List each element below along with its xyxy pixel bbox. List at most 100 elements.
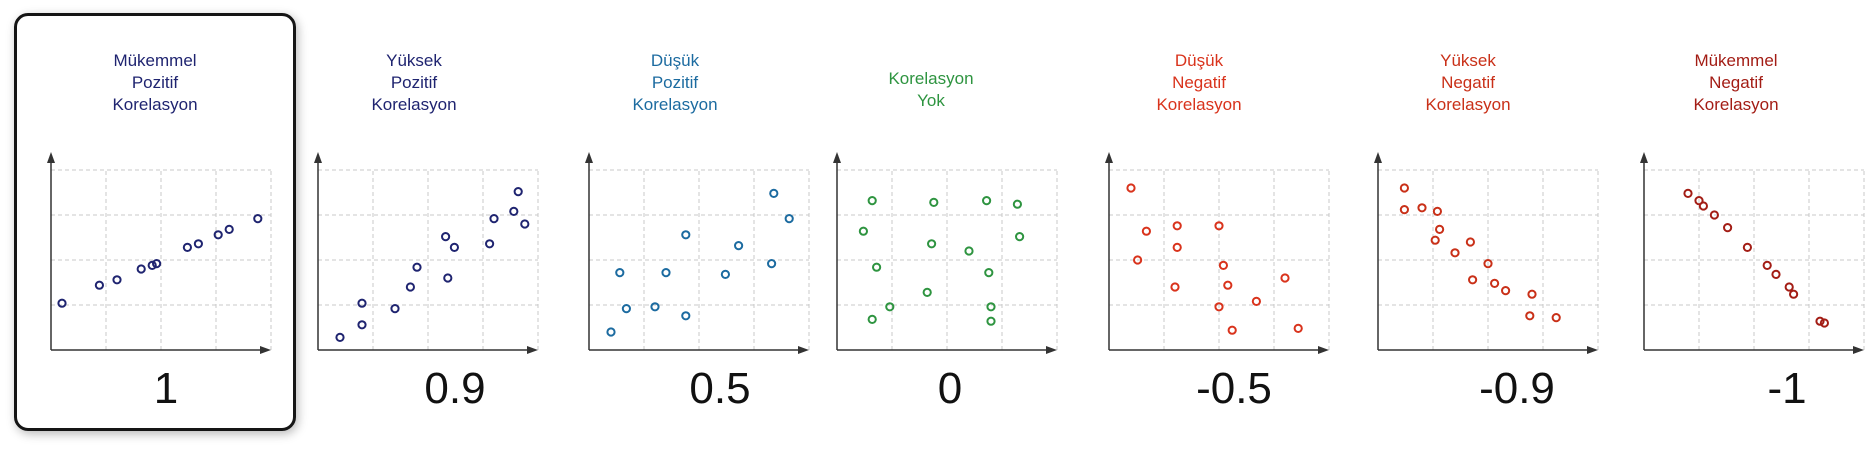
data-point bbox=[1432, 206, 1443, 217]
y-axis-arrow bbox=[1374, 152, 1382, 163]
data-point bbox=[681, 230, 691, 240]
data-point bbox=[335, 332, 345, 342]
plot-grid bbox=[51, 169, 272, 350]
data-point bbox=[182, 242, 192, 253]
correlation-value: 0.9 bbox=[424, 364, 486, 413]
panel-title-line: Korelasyon bbox=[1156, 95, 1242, 114]
panel-title-line: Yüksek bbox=[1440, 51, 1496, 70]
panel-title-line: Negatif bbox=[1172, 73, 1226, 92]
data-point bbox=[213, 230, 223, 240]
data-point bbox=[858, 226, 869, 236]
data-point bbox=[485, 239, 495, 249]
data-point bbox=[615, 268, 625, 278]
data-point bbox=[1399, 205, 1410, 215]
correlation-panel[interactable]: Mükemmel Pozitif Korelasyon 1 bbox=[14, 0, 296, 476]
panel-title: Yüksek Negatif Korelasyon bbox=[1337, 50, 1599, 116]
panel-title: Mükemmel Pozitif Korelasyon bbox=[14, 50, 296, 116]
data-point bbox=[1293, 323, 1303, 333]
data-point bbox=[1694, 196, 1704, 206]
panel-title-line: Negatif bbox=[1441, 73, 1495, 92]
data-point bbox=[767, 259, 777, 269]
y-axis-arrow bbox=[1105, 152, 1113, 163]
data-point bbox=[1789, 289, 1799, 299]
correlation-value: 0 bbox=[937, 364, 963, 413]
data-point bbox=[867, 196, 877, 206]
data-point bbox=[1012, 199, 1022, 209]
correlation-panel[interactable]: Mükemmel Negatif Korelasyon -1 bbox=[1605, 0, 1867, 476]
correlation-value: -1 bbox=[1767, 364, 1807, 413]
panel-title-line: Korelasyon bbox=[632, 95, 718, 114]
data-point bbox=[1227, 325, 1237, 335]
data-point bbox=[984, 268, 994, 278]
data-point bbox=[1483, 259, 1493, 269]
data-point bbox=[606, 327, 616, 337]
data-point bbox=[253, 214, 263, 224]
data-point bbox=[1762, 260, 1772, 271]
correlation-value: 0.5 bbox=[689, 364, 751, 413]
correlation-panel[interactable]: Düşük Negatif Korelasyon -0.5 bbox=[1068, 0, 1330, 476]
data-point bbox=[390, 304, 400, 314]
selected-panel-frame bbox=[14, 13, 296, 431]
panel-title: Düşük Pozitif Korelasyon bbox=[550, 50, 800, 116]
data-point bbox=[769, 188, 779, 199]
data-point bbox=[112, 275, 122, 285]
data-point bbox=[872, 262, 882, 272]
data-point bbox=[1527, 289, 1537, 299]
panel-title: Mükemmel Negatif Korelasyon bbox=[1605, 50, 1867, 116]
correlation-panel[interactable]: Yüksek Pozitif Korelasyon 0.9 bbox=[283, 0, 545, 476]
x-axis-arrow bbox=[260, 346, 271, 354]
scatter-plot bbox=[833, 152, 1058, 354]
data-point bbox=[734, 241, 744, 251]
x-axis-arrow bbox=[1853, 346, 1864, 354]
data-point bbox=[1742, 242, 1753, 253]
data-point bbox=[1172, 242, 1182, 253]
x-axis-arrow bbox=[1587, 346, 1598, 354]
panel-title-line: Pozitif bbox=[131, 73, 179, 92]
scatter-plot bbox=[314, 152, 539, 354]
data-point bbox=[1170, 282, 1180, 292]
correlation-value: -0.5 bbox=[1196, 364, 1272, 413]
data-point bbox=[1126, 183, 1136, 193]
data-point bbox=[1280, 273, 1290, 283]
data-point bbox=[193, 239, 203, 249]
data-point bbox=[1771, 269, 1781, 280]
scatter-plot bbox=[47, 152, 272, 354]
y-axis-arrow bbox=[47, 152, 55, 163]
data-point bbox=[1525, 311, 1535, 321]
data-point bbox=[136, 264, 146, 274]
data-point bbox=[489, 214, 499, 224]
data-point bbox=[1133, 255, 1143, 265]
data-point bbox=[520, 219, 530, 229]
x-axis-arrow bbox=[1046, 346, 1057, 354]
data-point bbox=[1214, 221, 1224, 231]
data-point bbox=[1223, 280, 1233, 290]
scatter-plot bbox=[1105, 152, 1330, 354]
panel-title-line: Korelasyon bbox=[1425, 95, 1511, 114]
data-point bbox=[964, 246, 974, 256]
x-axis-arrow bbox=[798, 346, 809, 354]
correlation-panel[interactable]: Düşük Pozitif Korelasyon 0.5 bbox=[550, 0, 810, 476]
data-point bbox=[1698, 201, 1709, 211]
data-point bbox=[929, 197, 939, 208]
data-point bbox=[1450, 248, 1460, 258]
data-point bbox=[922, 287, 932, 297]
correlation-panel[interactable]: Yüksek Negatif Korelasyon -0.9 bbox=[1337, 0, 1599, 476]
data-point bbox=[1683, 188, 1693, 199]
panel-title-line: Pozitif bbox=[390, 73, 438, 92]
correlation-panel[interactable]: Korelasyon Yok 0 bbox=[800, 0, 1062, 476]
panel-title-line: Korelasyon bbox=[888, 69, 974, 88]
scatter-plot bbox=[1374, 152, 1599, 354]
panel-title-line: Mükemmel bbox=[113, 51, 197, 70]
data-point bbox=[1430, 235, 1440, 245]
x-axis-arrow bbox=[1318, 346, 1329, 354]
data-point bbox=[357, 320, 367, 330]
data-point bbox=[867, 314, 877, 324]
panel-title-line: Düşük bbox=[650, 51, 700, 70]
y-axis-arrow bbox=[1640, 152, 1648, 163]
panel-title-line: Mükemmel bbox=[1694, 51, 1778, 70]
data-point bbox=[57, 298, 67, 308]
data-point bbox=[147, 260, 157, 271]
panel-title-line: Negatif bbox=[1709, 73, 1763, 92]
data-point bbox=[986, 316, 996, 326]
data-point bbox=[982, 196, 992, 206]
